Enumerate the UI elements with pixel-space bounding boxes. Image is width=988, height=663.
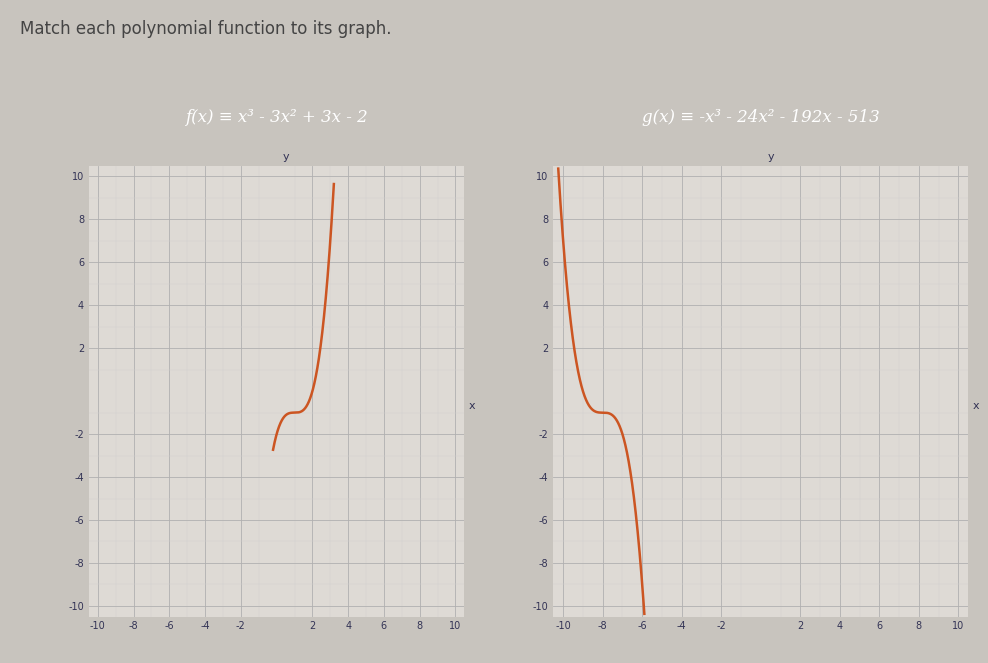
Text: x: x [973,401,979,411]
Text: Match each polynomial function to its graph.: Match each polynomial function to its gr… [20,20,391,38]
Text: y: y [283,152,288,162]
Text: x: x [468,401,475,411]
Text: f(x) ≡ x³ - 3x² + 3x - 2: f(x) ≡ x³ - 3x² + 3x - 2 [186,109,368,126]
Text: y: y [768,152,774,162]
Text: g(x) ≡ -x³ - 24x² - 192x - 513: g(x) ≡ -x³ - 24x² - 192x - 513 [642,109,879,126]
